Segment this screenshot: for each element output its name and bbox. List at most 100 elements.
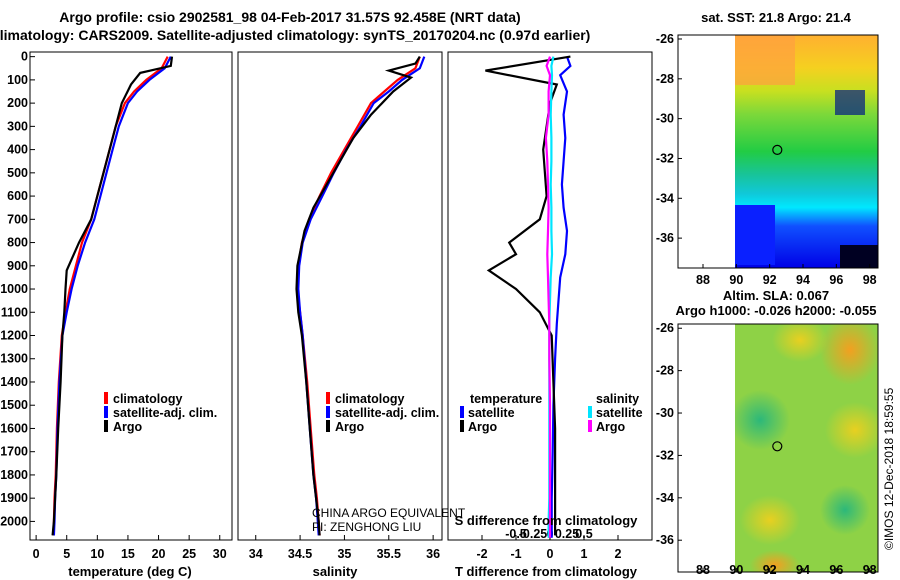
sla-high-sw	[740, 495, 800, 545]
depth-axis: 0 100 200 300 400 500 600 700 800 900 1000 1100 1200…	[0, 50, 35, 528]
temperature-frame	[29, 51, 233, 541]
lon-tick-label: 94	[796, 563, 810, 577]
legend-swatch-satellite	[104, 406, 108, 418]
sst-warm-patch	[735, 35, 795, 85]
x-tick-label: 10	[90, 547, 104, 561]
x-tick-label: 35	[337, 547, 351, 561]
depth-tick-label: 600	[7, 189, 28, 203]
depth-tick-label: 1700	[0, 445, 28, 459]
sla-axes: 88 90 92 94 96 98 -26 -28 -30 -32 -34 -36	[656, 321, 877, 577]
legend-satellite: satellite-adj. clim.	[335, 406, 439, 420]
depth-tick-label: 1300	[0, 352, 28, 366]
depth-tick-label: 800	[7, 236, 28, 250]
legend-swatch-t-argo	[460, 420, 464, 432]
depth-tick-label: 2000	[0, 514, 28, 528]
x-tick-label: 2	[615, 547, 622, 561]
depth-tick-label: 900	[7, 259, 28, 273]
sst-argo-location-marker	[772, 144, 783, 156]
legend-swatch-climatology	[104, 392, 108, 404]
x-tick-label: 25	[182, 547, 196, 561]
sla-argo-location-marker	[772, 441, 783, 452]
x-tick-label: 0	[33, 547, 40, 561]
lon-tick-label: 90	[729, 273, 743, 287]
legend-s-satellite: satellite	[596, 406, 643, 420]
x-tick-label: 34.5	[288, 547, 312, 561]
depth-tick-label: 400	[7, 143, 28, 157]
salinity-legend: climatology satellite-adj. clim. Argo	[326, 392, 439, 434]
salinity-xlabel: salinity	[313, 564, 359, 579]
lat-tick-label: -36	[656, 533, 674, 547]
depth-tick-label: 1500	[0, 398, 28, 412]
depth-tick-label: 100	[7, 73, 28, 87]
sst-dark-patch	[835, 90, 865, 115]
lon-tick-label: 92	[763, 273, 777, 287]
s-tick-label: 0.5	[575, 527, 592, 541]
sla-low-w	[735, 390, 790, 450]
x-tick-label: 30	[213, 547, 227, 561]
sla-field	[735, 324, 878, 572]
legend-climatology: climatology	[335, 392, 405, 406]
series-line-argo	[51, 56, 174, 536]
sst-map-panel: sat. SST: 21.8 Argo: 21.4	[656, 10, 879, 287]
sla-high-ne	[820, 324, 878, 385]
legend-swatch-t-satellite	[460, 406, 464, 418]
lat-tick-label: -30	[656, 112, 674, 126]
lon-tick-label: 96	[829, 273, 843, 287]
temperature-panel: 0100200300400500600700800900100011001200…	[0, 50, 233, 579]
temperature-legend: climatology satellite-adj. clim. Argo	[104, 392, 217, 434]
imos-credit: ©IMOS 12-Dec-2018 18:59:55	[882, 387, 896, 550]
series-line-salinity-argo	[544, 56, 552, 538]
legend-header-salinity: salinity	[596, 392, 639, 406]
lon-tick-label: 96	[829, 563, 843, 577]
title-line-2: Climatology: CARS2009. Satellite-adjuste…	[0, 27, 590, 43]
salinity-x-axis: 34 34.5 35 35.5 36	[249, 535, 440, 561]
difference-legend: temperature salinity satellite Argo sate…	[460, 392, 643, 434]
legend-header-temperature: temperature	[470, 392, 542, 406]
legend-argo: Argo	[113, 420, 143, 434]
lat-tick-label: -32	[656, 151, 674, 165]
s-tick-label: -0.5	[505, 527, 527, 541]
sst-blue-patch	[735, 205, 775, 265]
lat-tick-label: -26	[656, 321, 674, 335]
s-tick-label: -0.25	[519, 527, 548, 541]
legend-swatch-argo	[326, 420, 330, 432]
difference-xlabel: T difference from climatology	[455, 564, 638, 579]
temperature-xlabel: temperature (deg C)	[68, 564, 192, 579]
x-tick-label: 5	[63, 547, 70, 561]
lat-tick-label: -34	[656, 491, 674, 505]
x-tick-label: 34	[249, 547, 263, 561]
lat-tick-label: -30	[656, 406, 674, 420]
sla-high-e	[825, 402, 878, 458]
lat-tick-label: -32	[656, 448, 674, 462]
depth-tick-label: 1600	[0, 421, 28, 435]
lat-tick-label: -28	[656, 364, 674, 378]
depth-tick-label: 1400	[0, 375, 28, 389]
sst-features	[735, 35, 878, 268]
sla-frame	[677, 323, 879, 573]
lon-tick-label: 94	[796, 273, 810, 287]
lat-tick-label: -28	[656, 72, 674, 86]
legend-swatch-satellite	[326, 406, 330, 418]
sla-title-2: Argo h1000: -0.026 h2000: -0.055	[676, 303, 877, 318]
series-line-temperature-argo	[485, 55, 571, 536]
x-tick-label: 0	[547, 547, 554, 561]
temperature-x-axis: 0 5 10 15 20 25 30	[33, 535, 227, 561]
legend-t-argo: Argo	[468, 420, 498, 434]
s-tick-label: 0.25	[555, 527, 579, 541]
depth-tick-label: 500	[7, 166, 28, 180]
depth-tick-label: 300	[7, 119, 28, 133]
x-tick-label: -1	[510, 547, 521, 561]
legend-s-argo: Argo	[596, 420, 626, 434]
lat-tick-label: -34	[656, 191, 674, 205]
difference-xlabel-top: S difference from climatology	[455, 513, 639, 528]
legend-satellite: satellite-adj. clim.	[113, 406, 217, 420]
difference-lines	[485, 55, 572, 538]
depth-tick-label: 1900	[0, 491, 28, 505]
difference-panel: -2 -1 0 1 2-0.5-0.25 0 0.250.5 T difference fr…	[447, 51, 653, 579]
lon-tick-label: 90	[729, 563, 743, 577]
legend-swatch-s-argo	[588, 420, 592, 432]
sla-low-se	[820, 485, 870, 535]
x-tick-label: 36	[426, 547, 440, 561]
sst-dark-corner	[840, 245, 878, 268]
